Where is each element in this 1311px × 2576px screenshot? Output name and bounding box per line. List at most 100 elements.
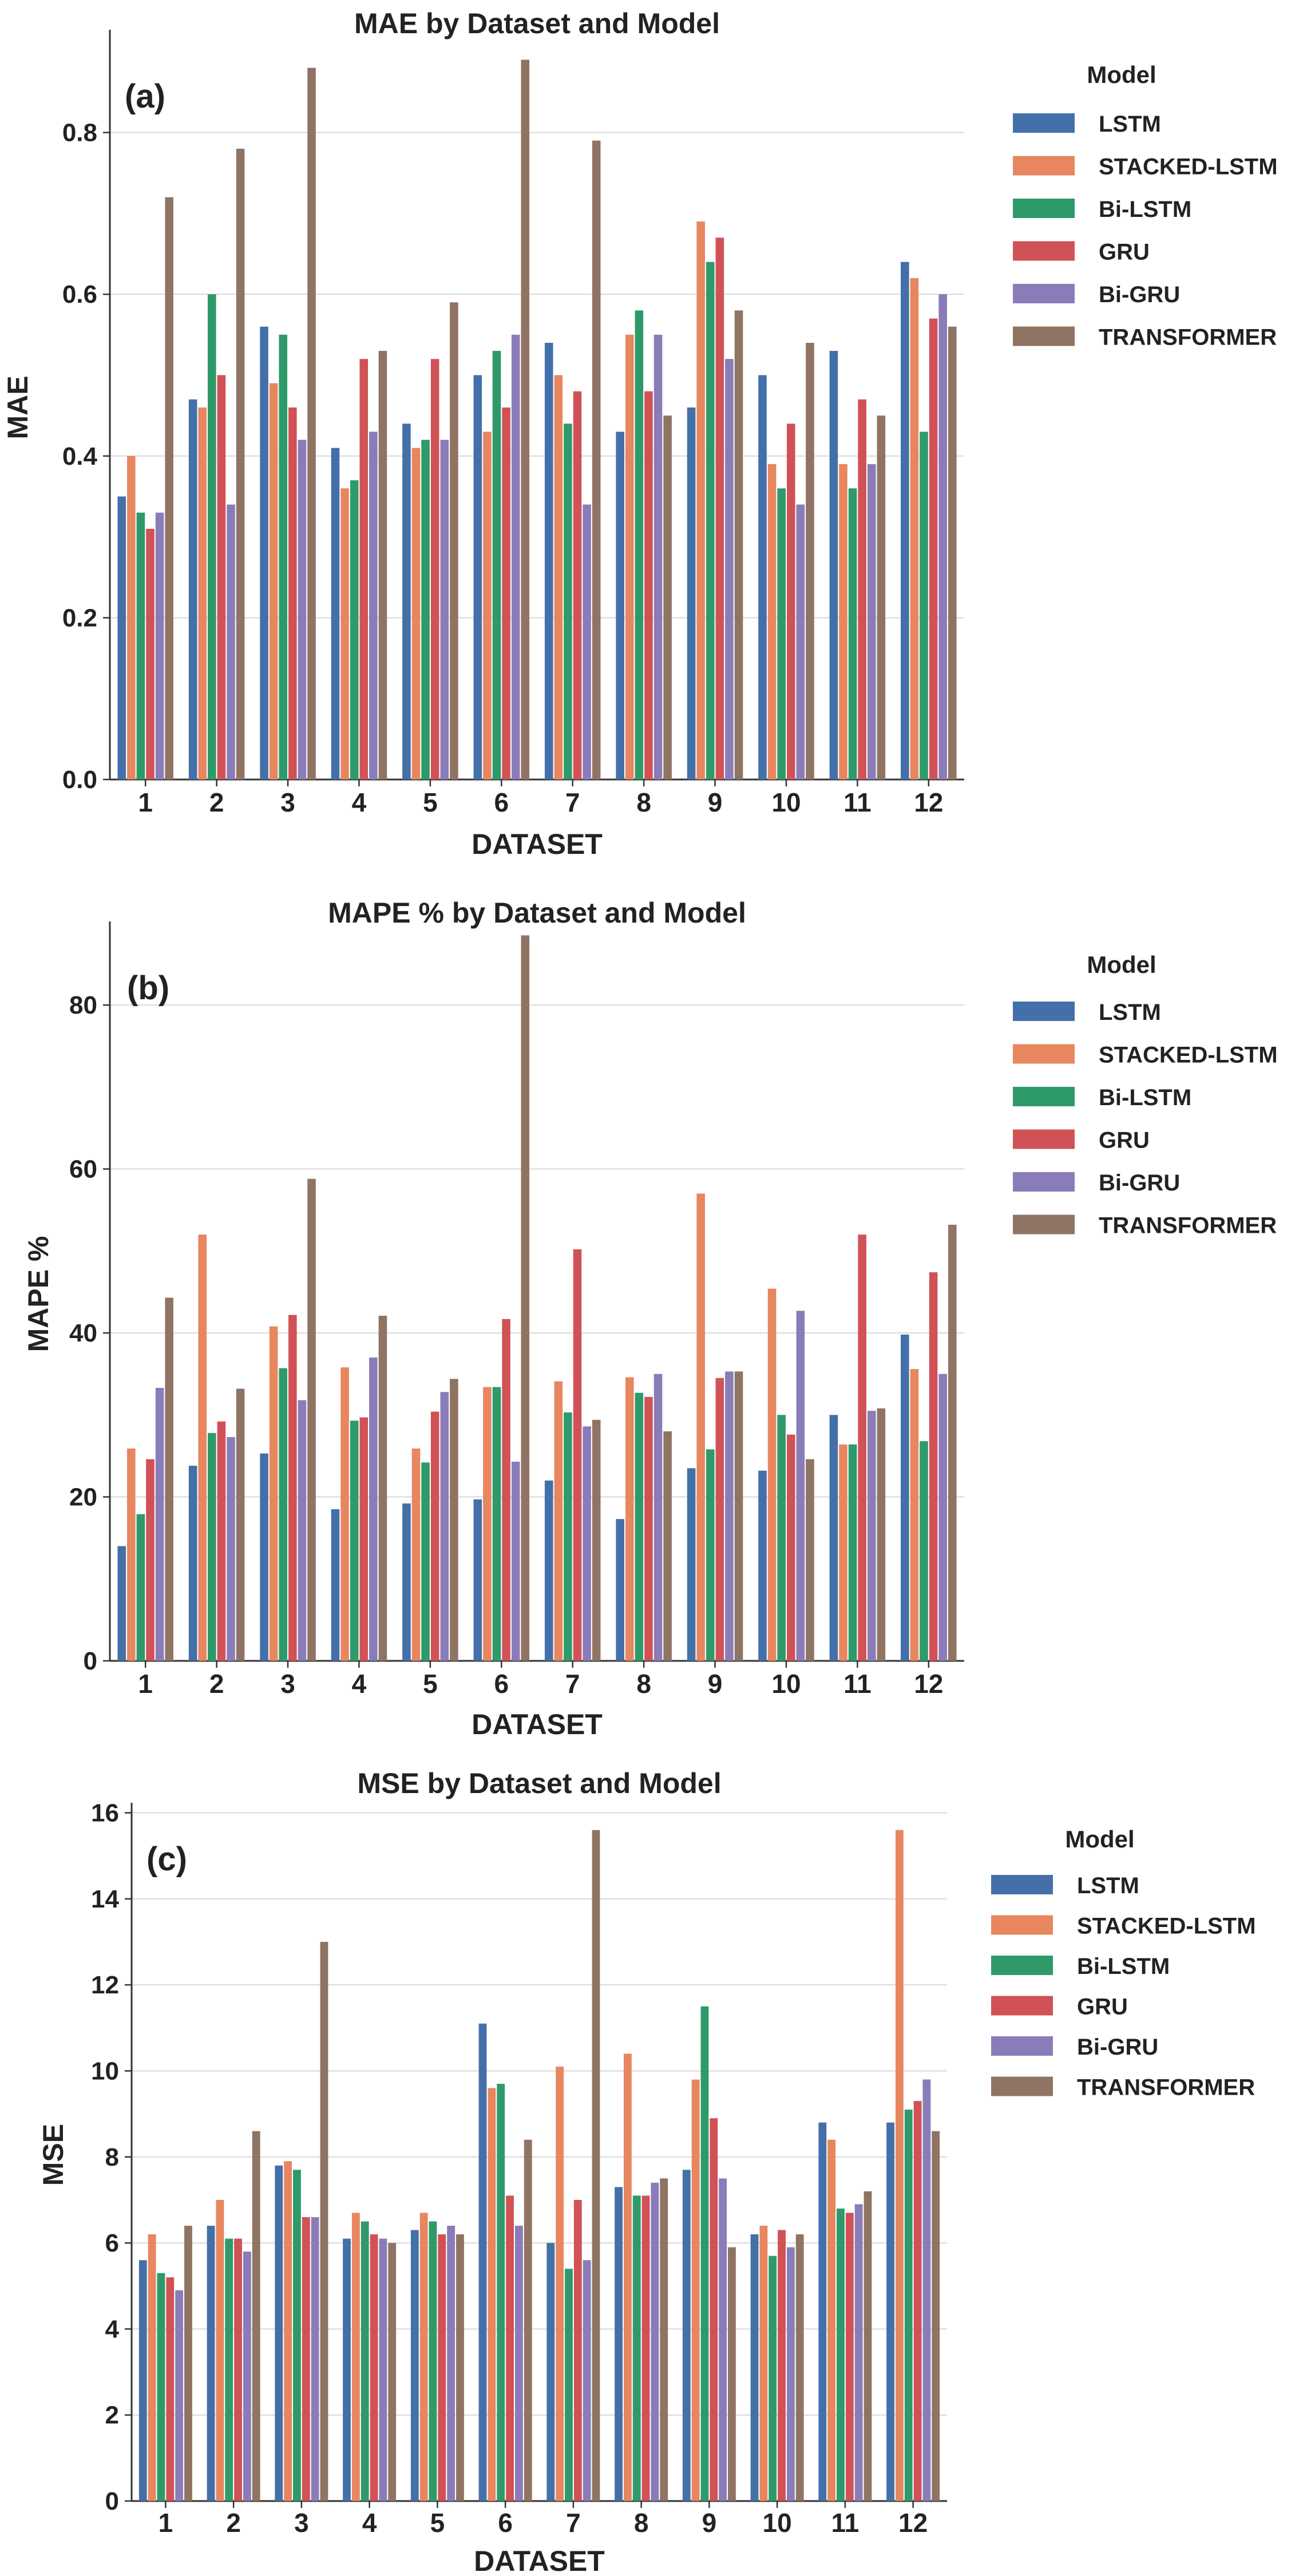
legend-swatch-transformer: [1013, 1214, 1075, 1234]
x-tick-label: 7: [565, 1669, 580, 1699]
bar-stacked-lstm-dataset-10: [759, 2226, 768, 2501]
bar-bi-lstm-dataset-11: [848, 488, 857, 779]
bar-bi-gru-dataset-9: [725, 1371, 734, 1661]
bar-lstm-dataset-10: [758, 375, 767, 779]
legend-swatch-lstm: [991, 1875, 1053, 1894]
bar-stacked-lstm-dataset-12: [910, 1369, 919, 1661]
bar-stacked-lstm-dataset-11: [827, 2139, 836, 2501]
x-tick-label: 7: [566, 2508, 581, 2538]
bar-bi-gru-dataset-7: [583, 1426, 591, 1661]
bar-transformer-dataset-8: [663, 416, 672, 779]
bar-stacked-lstm-dataset-9: [696, 1193, 705, 1661]
y-tick-label: 0: [84, 1647, 97, 1675]
bar-bi-lstm-dataset-9: [706, 262, 715, 779]
bar-gru-dataset-4: [370, 2234, 378, 2501]
bar-stacked-lstm-dataset-8: [625, 334, 634, 779]
bar-gru-dataset-11: [845, 2213, 854, 2501]
bar-transformer-dataset-4: [378, 1315, 387, 1661]
bar-lstm-dataset-12: [901, 1334, 909, 1661]
y-tick-label: 4: [105, 2315, 120, 2343]
y-tick-label: 0.4: [62, 442, 98, 470]
bar-lstm-dataset-7: [546, 2243, 555, 2501]
legend-swatch-gru: [1013, 1129, 1075, 1149]
bar-bi-lstm-dataset-8: [635, 1392, 644, 1661]
y-tick-label: 2: [105, 2401, 119, 2429]
legend-label-gru: GRU: [1099, 1128, 1150, 1153]
bar-bi-gru-dataset-1: [155, 1388, 164, 1661]
bar-stacked-lstm-dataset-4: [351, 2213, 360, 2501]
x-tick-label: 11: [843, 1669, 872, 1699]
bar-lstm-dataset-9: [687, 1468, 696, 1661]
bar-lstm-dataset-6: [478, 2023, 487, 2501]
legend-swatch-gru: [991, 1996, 1053, 2016]
legend-swatch-stacked-lstm: [1013, 156, 1075, 176]
legend-label-transformer: TRANSFORMER: [1099, 325, 1277, 350]
bar-bi-lstm-dataset-4: [350, 1420, 359, 1661]
x-tick-label: 11: [843, 788, 872, 817]
bar-bi-gru-dataset-12: [922, 2079, 931, 2501]
legend-label-bi-gru: Bi-GRU: [1099, 282, 1180, 307]
bar-gru-dataset-8: [644, 391, 653, 779]
bar-bi-lstm-dataset-3: [279, 1368, 288, 1661]
bar-bi-lstm-dataset-11: [837, 2208, 845, 2501]
legend-label-bi-lstm: Bi-LSTM: [1077, 1954, 1170, 1979]
bar-stacked-lstm-dataset-11: [839, 1444, 847, 1661]
bar-transformer-dataset-7: [592, 1419, 601, 1661]
x-tick-label: 3: [280, 1669, 295, 1699]
bar-gru-dataset-11: [858, 399, 866, 779]
bar-bi-gru-dataset-11: [867, 464, 876, 779]
legend-swatch-transformer: [1013, 326, 1075, 346]
bar-lstm-dataset-1: [138, 2260, 147, 2501]
legend-swatch-gru: [1013, 241, 1075, 261]
bar-stacked-lstm-dataset-7: [556, 2066, 564, 2501]
bar-bi-lstm-dataset-11: [848, 1444, 857, 1661]
bar-transformer-dataset-3: [307, 1178, 316, 1661]
x-tick-label: 2: [209, 1669, 224, 1699]
y-axis-label: MSE: [37, 2124, 69, 2186]
bar-transformer-dataset-8: [663, 1431, 672, 1661]
legend-title: Model: [1065, 1826, 1134, 1853]
bar-transformer-dataset-11: [877, 416, 886, 779]
bar-lstm-dataset-3: [275, 2165, 283, 2501]
bar-transformer-dataset-2: [236, 1388, 245, 1661]
legend-label-bi-lstm: Bi-LSTM: [1099, 197, 1191, 222]
bar-gru-dataset-6: [506, 2195, 514, 2501]
bar-bi-lstm-dataset-8: [635, 310, 644, 779]
bar-stacked-lstm-dataset-8: [623, 2053, 632, 2501]
bar-gru-dataset-9: [710, 2118, 718, 2501]
bar-stacked-lstm-dataset-5: [419, 2213, 428, 2501]
x-tick-label: 5: [430, 2508, 445, 2538]
bar-transformer-dataset-1: [184, 2226, 192, 2501]
y-tick-label: 0.2: [62, 604, 97, 632]
legend-label-lstm: LSTM: [1099, 1000, 1161, 1025]
bar-lstm-dataset-4: [331, 1509, 340, 1661]
bar-lstm-dataset-1: [117, 496, 126, 779]
y-tick-label: 80: [69, 991, 97, 1019]
x-tick-label: 10: [763, 2508, 792, 2538]
bar-transformer-dataset-10: [806, 342, 814, 779]
legend-label-gru: GRU: [1077, 1995, 1128, 2020]
bar-lstm-dataset-3: [260, 326, 268, 779]
bar-transformer-dataset-7: [592, 1830, 600, 2501]
legend-label-transformer: TRANSFORMER: [1077, 2075, 1255, 2100]
bar-transformer-dataset-1: [165, 1297, 173, 1661]
x-tick-label: 6: [498, 2508, 513, 2538]
y-tick-label: 10: [91, 2057, 119, 2085]
bar-transformer-dataset-5: [450, 1379, 458, 1661]
bar-bi-gru-dataset-3: [298, 1400, 307, 1661]
bar-bi-gru-dataset-6: [511, 334, 520, 779]
bar-gru-dataset-7: [573, 391, 582, 779]
bar-stacked-lstm-dataset-1: [127, 456, 136, 779]
bar-stacked-lstm-dataset-12: [910, 278, 919, 779]
y-tick-label: 0.8: [62, 119, 97, 147]
bar-bi-lstm-dataset-7: [564, 424, 572, 779]
bar-lstm-dataset-10: [750, 2234, 759, 2501]
bar-stacked-lstm-dataset-2: [198, 1234, 207, 1661]
bar-stacked-lstm-dataset-10: [767, 464, 777, 779]
bar-bi-gru-dataset-10: [786, 2247, 795, 2501]
legend: Model LSTM STACKED-LSTM Bi-LSTM GRU Bi-GRU TRA…: [1013, 951, 1278, 1238]
x-tick-label: 10: [771, 1669, 801, 1699]
bar-gru-dataset-11: [858, 1234, 866, 1661]
bar-stacked-lstm-dataset-4: [340, 488, 349, 779]
bar-bi-lstm-dataset-12: [904, 2110, 913, 2501]
